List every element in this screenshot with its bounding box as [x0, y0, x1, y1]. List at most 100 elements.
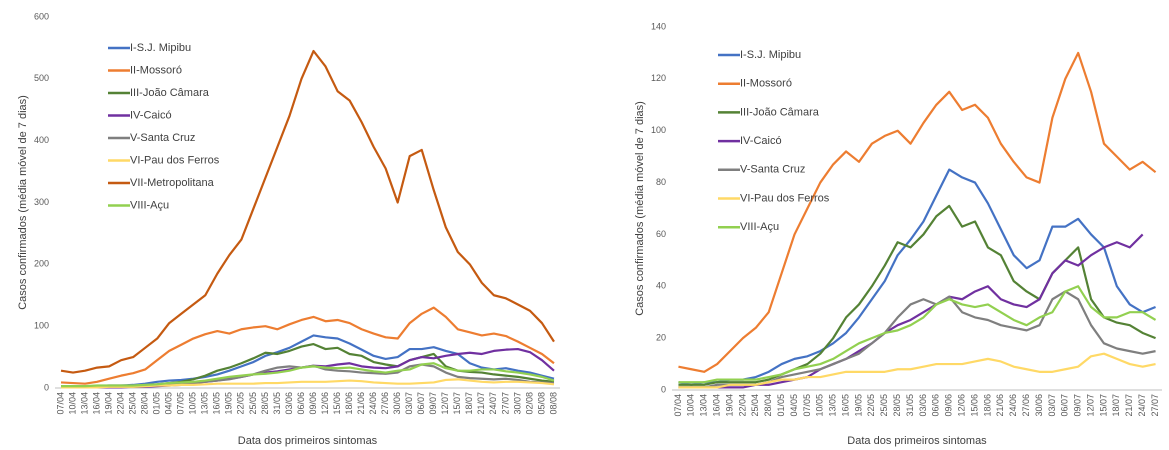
x-tick-label: 12/06 [320, 392, 330, 415]
y-tick-label: 120 [651, 73, 666, 83]
legend-label: II-Mossoró [130, 64, 182, 76]
x-tick-label: 19/04 [103, 392, 113, 415]
x-tick-label: 25/04 [750, 394, 760, 417]
x-tick-label: 27/07 [500, 392, 510, 415]
legend-label: VI-Pau dos Ferros [130, 154, 220, 166]
x-tick-label: 22/05 [236, 392, 246, 415]
legend-label: VII-Metropolitana [130, 177, 215, 189]
x-tick-label: 10/04 [686, 394, 696, 417]
x-axis-title: Data dos primeiros sintomas [847, 435, 987, 447]
series-line [678, 233, 1144, 389]
x-tick-label: 06/07 [416, 392, 426, 415]
x-tick-label: 28/05 [260, 392, 270, 415]
x-tick-label: 12/06 [957, 394, 967, 417]
x-tick-label: 18/06 [344, 392, 354, 415]
x-tick-label: 24/06 [1008, 394, 1018, 417]
x-axis-title: Data dos primeiros sintomas [238, 435, 378, 447]
x-tick-label: 06/06 [296, 392, 306, 415]
x-tick-label: 01/05 [776, 394, 786, 417]
x-tick-label: 18/07 [1111, 394, 1121, 417]
series-line [60, 306, 555, 385]
x-tick-label: 05/08 [536, 392, 546, 415]
x-tick-label: 12/07 [440, 392, 450, 415]
x-tick-label: 22/04 [737, 394, 747, 417]
x-tick-label: 03/07 [404, 392, 414, 415]
x-tick-label: 31/05 [905, 394, 915, 417]
x-tick-label: 07/05 [176, 392, 186, 415]
x-tick-label: 09/07 [1073, 394, 1083, 417]
legend-label: VI-Pau dos Ferros [740, 192, 830, 204]
x-tick-label: 16/04 [712, 394, 722, 417]
x-tick-label: 03/06 [284, 392, 294, 415]
x-tick-label: 04/05 [789, 394, 799, 417]
x-tick-label: 13/04 [699, 394, 709, 417]
x-tick-label: 03/06 [918, 394, 928, 417]
x-tick-label: 27/06 [1021, 394, 1031, 417]
y-tick-label: 60 [656, 229, 666, 239]
x-tick-label: 25/05 [248, 392, 258, 415]
legend-label: I-S.J. Mipibu [740, 49, 801, 61]
x-tick-label: 07/05 [802, 394, 812, 417]
x-tick-label: 06/07 [1060, 394, 1070, 417]
x-tick-label: 27/06 [380, 392, 390, 415]
x-tick-label: 28/04 [763, 394, 773, 417]
x-tick-label: 28/05 [892, 394, 902, 417]
x-tick-label: 19/05 [853, 394, 863, 417]
x-tick-label: 24/07 [1137, 394, 1147, 417]
y-tick-label: 100 [651, 125, 666, 135]
x-tick-label: 21/07 [476, 392, 486, 415]
legend-label: I-S.J. Mipibu [130, 42, 191, 54]
x-tick-label: 22/04 [116, 392, 126, 415]
series-line [678, 290, 1156, 389]
y-tick-label: 20 [656, 333, 666, 343]
series-line [678, 204, 1156, 386]
y-tick-label: 0 [661, 384, 666, 394]
x-tick-label: 13/04 [79, 392, 89, 415]
series-line [60, 334, 555, 388]
x-tick-label: 15/07 [1098, 394, 1108, 417]
x-tick-label: 24/06 [368, 392, 378, 415]
x-tick-label: 30/06 [392, 392, 402, 415]
x-tick-label: 30/07 [512, 392, 522, 415]
x-tick-label: 09/07 [428, 392, 438, 415]
x-tick-label: 04/05 [164, 392, 174, 415]
x-tick-label: 09/06 [944, 394, 954, 417]
x-tick-label: 25/04 [128, 392, 138, 415]
series-line [60, 49, 555, 374]
legend-label: II-Mossoró [740, 78, 792, 90]
x-tick-label: 19/04 [724, 394, 734, 417]
x-tick-label: 08/08 [548, 392, 558, 415]
x-tick-label: 31/05 [272, 392, 282, 415]
x-tick-label: 22/05 [866, 394, 876, 417]
x-tick-label: 10/05 [815, 394, 825, 417]
x-tick-label: 21/06 [356, 392, 366, 415]
legend-label: V-Santa Cruz [130, 132, 195, 144]
series-line [61, 362, 555, 388]
x-tick-label: 09/06 [308, 392, 318, 415]
x-tick-label: 15/07 [452, 392, 462, 415]
x-tick-label: 24/07 [488, 392, 498, 415]
legend-label: III-João Câmara [740, 106, 820, 118]
x-tick-label: 03/07 [1047, 394, 1057, 417]
x-tick-label: 16/05 [840, 394, 850, 417]
y-tick-label: 80 [656, 177, 666, 187]
x-tick-label: 07/04 [55, 392, 65, 415]
y-axis-title: Casos confirmados (média móvel de 7 dias… [634, 101, 646, 316]
y-tick-label: 40 [656, 281, 666, 291]
y-axis-title: Casos confirmados (média móvel de 7 dias… [17, 95, 29, 310]
x-tick-label: 10/05 [188, 392, 198, 415]
legend-label: VIII-Açu [130, 199, 169, 211]
x-tick-label: 10/04 [67, 392, 77, 415]
x-tick-label: 28/04 [140, 392, 150, 415]
x-tick-label: 16/04 [91, 392, 101, 415]
y-tick-label: 500 [34, 73, 49, 83]
series-line [678, 285, 1157, 384]
x-tick-label: 25/05 [879, 394, 889, 417]
x-tick-label: 12/07 [1085, 394, 1095, 417]
x-tick-label: 01/05 [152, 392, 162, 415]
x-tick-label: 18/07 [464, 392, 474, 415]
legend-label: IV-Caicó [130, 109, 172, 121]
x-tick-label: 06/06 [931, 394, 941, 417]
